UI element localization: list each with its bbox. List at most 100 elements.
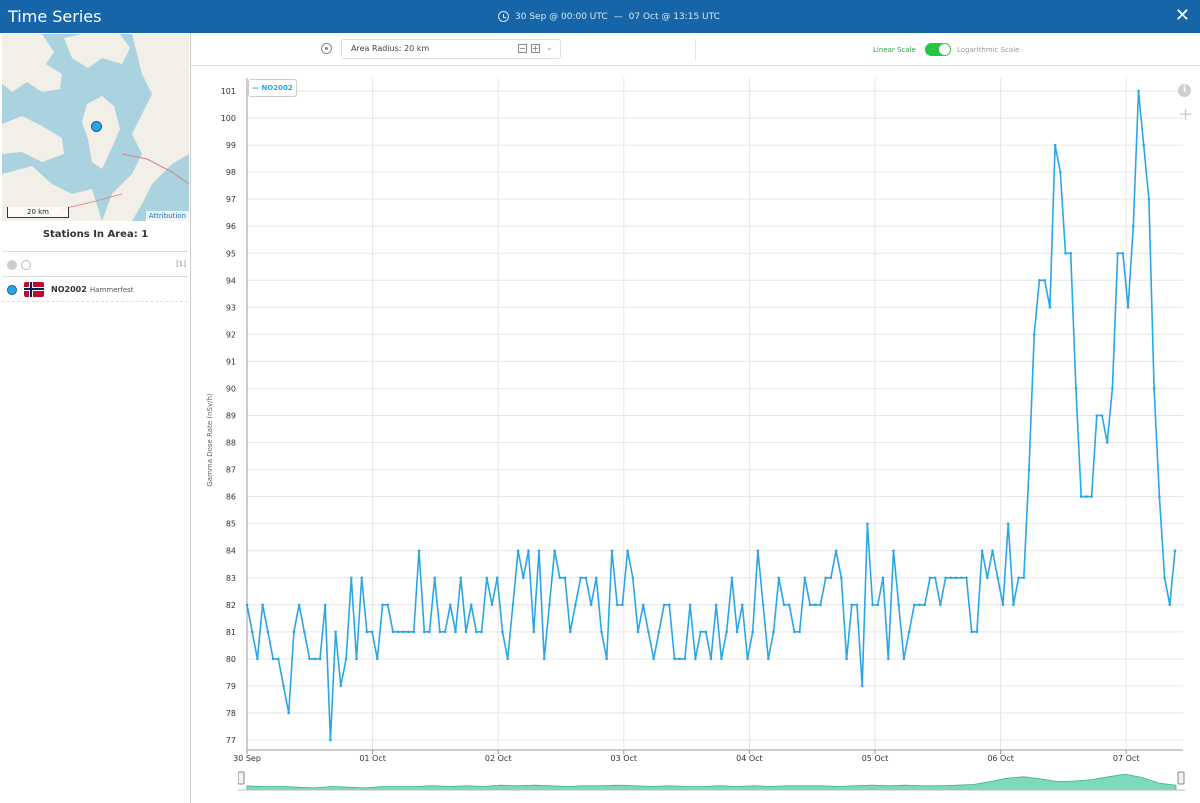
data-point	[897, 603, 900, 607]
data-point	[902, 657, 906, 661]
select-all-radio[interactable]	[7, 260, 17, 270]
data-point	[813, 603, 817, 607]
data-point	[417, 549, 421, 553]
area-radius-select[interactable]: Area Radius: 20 km − + ⌄	[341, 39, 561, 59]
toolbar-divider	[695, 39, 696, 60]
data-point	[714, 603, 718, 607]
data-point	[589, 603, 593, 607]
data-point	[522, 576, 525, 580]
chart-toolbar: Area Radius: 20 km − + ⌄ Linear Scale Lo…	[191, 33, 1200, 66]
data-point	[574, 603, 577, 607]
clock-icon	[498, 11, 509, 22]
data-point	[1158, 495, 1161, 498]
data-point	[422, 630, 426, 634]
chevron-down-icon[interactable]: ⌄	[546, 43, 553, 52]
data-point	[824, 576, 827, 580]
navigator-handle-right[interactable]	[1177, 771, 1185, 785]
legend-item-no2002[interactable]: — NO2002	[248, 79, 297, 97]
data-point	[652, 657, 655, 661]
data-point	[1173, 549, 1177, 553]
data-point	[1012, 603, 1015, 607]
data-point	[975, 630, 979, 634]
data-point	[772, 630, 775, 634]
station-row[interactable]: NO2002 Hammerfest	[6, 281, 188, 299]
data-point	[1079, 495, 1083, 498]
y-tick-label: 93	[226, 303, 236, 312]
y-tick-label: 90	[226, 384, 236, 393]
radius-increase-button[interactable]: +	[531, 44, 540, 53]
data-point	[579, 576, 582, 580]
data-point	[850, 603, 854, 607]
minimap[interactable]: 20 km Attribution	[2, 34, 189, 221]
data-point	[1059, 170, 1062, 174]
map-attribution-link[interactable]: Attribution	[145, 211, 189, 221]
y-tick-label: 97	[226, 195, 236, 204]
data-point	[402, 630, 405, 634]
data-point	[344, 657, 348, 661]
sidebar: 20 km Attribution Stations In Area: 1 [1…	[0, 33, 191, 803]
data-point	[511, 603, 515, 607]
data-point	[678, 657, 682, 661]
data-point	[1121, 251, 1125, 255]
data-point	[245, 603, 249, 607]
navigator-handle-left[interactable]	[238, 771, 245, 785]
data-point	[986, 576, 989, 580]
selection-row: [1]	[6, 259, 186, 273]
data-point	[615, 603, 619, 607]
selection-count: [1]	[176, 260, 186, 268]
data-point	[480, 630, 483, 634]
target-icon[interactable]	[321, 43, 332, 54]
data-point	[980, 549, 984, 553]
navigator-area	[246, 773, 1177, 791]
data-point	[1038, 278, 1041, 282]
data-point	[876, 603, 880, 607]
legend-series-name: NO2002	[261, 84, 293, 92]
select-none-radio[interactable]	[21, 260, 31, 270]
linear-scale-label[interactable]: Linear Scale	[873, 46, 916, 54]
data-point	[318, 657, 322, 661]
data-point	[339, 684, 343, 688]
data-point	[558, 576, 562, 580]
data-point	[834, 549, 838, 553]
close-icon[interactable]: ✕	[1174, 5, 1190, 26]
data-point	[860, 684, 864, 688]
data-point	[1032, 333, 1036, 336]
data-point	[1006, 522, 1010, 525]
data-point	[1022, 576, 1026, 580]
x-tick-label: 07 Oct	[1113, 754, 1140, 763]
x-tick-label: 03 Oct	[611, 754, 638, 763]
data-point	[1074, 387, 1078, 390]
data-point	[631, 576, 635, 580]
zoom-plus-icon[interactable]: +	[1178, 104, 1194, 125]
data-point	[959, 576, 963, 580]
scale-toggle[interactable]	[925, 43, 951, 56]
y-tick-label: 87	[226, 466, 236, 475]
data-point	[699, 630, 702, 634]
radius-decrease-button[interactable]: −	[518, 44, 527, 53]
data-point	[798, 630, 801, 634]
data-point	[704, 630, 708, 634]
data-point	[282, 684, 285, 688]
norway-flag-icon	[24, 282, 44, 297]
y-tick-label: 85	[226, 520, 236, 529]
station-color-dot[interactable]	[7, 285, 17, 295]
info-icon[interactable]: i	[1178, 84, 1191, 97]
data-point	[297, 603, 301, 607]
time-end: 07 Oct @ 13:15 UTC	[628, 11, 720, 22]
logarithmic-scale-label[interactable]: Logarithmic Scale	[957, 46, 1020, 54]
y-tick-label: 81	[226, 628, 236, 637]
data-point	[276, 657, 280, 661]
data-point	[688, 603, 692, 607]
data-point	[829, 576, 833, 580]
data-point	[1163, 576, 1166, 580]
data-point	[1090, 495, 1093, 498]
data-point	[641, 603, 645, 607]
data-point	[532, 630, 536, 634]
station-id: NO2002	[51, 285, 87, 294]
data-point	[1053, 143, 1057, 147]
data-point	[365, 630, 369, 634]
map-station-marker[interactable]	[91, 121, 102, 132]
data-point	[553, 549, 556, 553]
time-navigator[interactable]	[238, 768, 1185, 792]
